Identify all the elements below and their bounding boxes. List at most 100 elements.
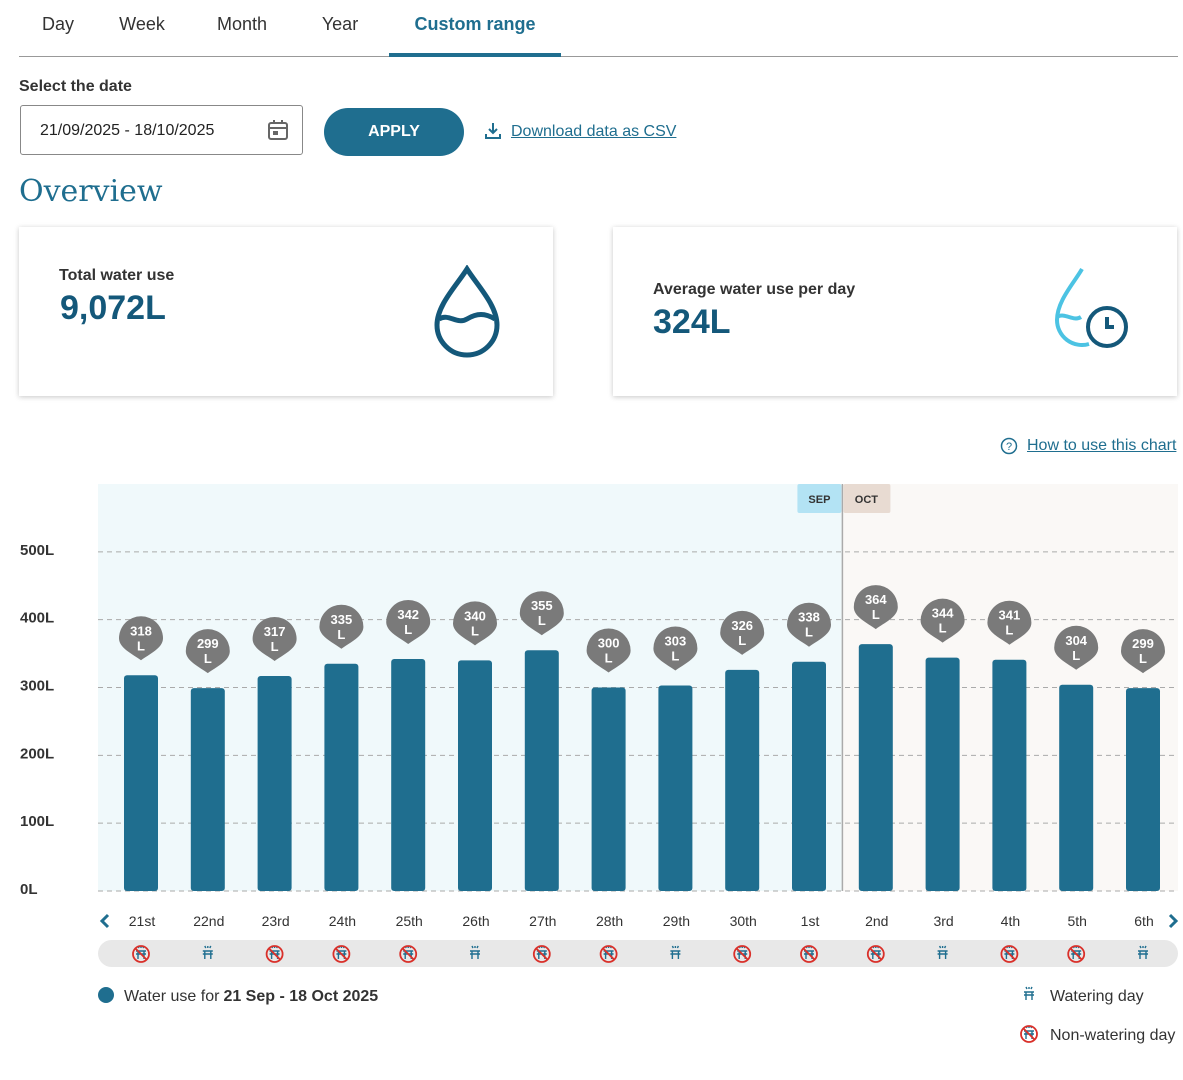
download-link[interactable]: Download data as CSV [511,123,677,140]
bar [591,687,626,891]
x-tick-label: 23rd [262,913,290,929]
bar [992,659,1027,891]
non-watering-icon [1067,945,1086,963]
apply-button[interactable]: APPLY [324,108,464,156]
value-pin [1121,629,1165,674]
non-watering-icon [1020,1025,1038,1043]
value-pin [519,591,564,636]
card-value: 9,072L [60,289,166,327]
card-label: Average water use per day [653,281,856,298]
tab-active[interactable]: Custom range [414,14,536,34]
tab[interactable]: Week [119,14,165,34]
bar [190,688,225,891]
drop-clock-icon [1054,267,1128,348]
value-pin [787,602,831,647]
prev-arrow[interactable] [99,913,110,929]
value-label: 335 L [331,612,353,642]
icon-ring [733,945,752,963]
tab-underline [389,53,561,57]
value-label: 342 L [397,607,419,637]
y-tick-label: 400L [20,610,54,627]
watering-icon [670,945,681,959]
bar [925,657,960,891]
tab[interactable]: Month [216,14,268,34]
value-label: 303 L [665,633,687,663]
value-label: 304 L [1065,633,1087,663]
bar [725,669,760,891]
next-arrow[interactable] [1168,913,1179,929]
icon-slash [601,947,616,961]
value-label: 344 L [932,606,954,636]
non-watering-icon [399,945,418,963]
watering-icon [937,945,948,959]
date-input[interactable]: 21/09/2025 - 18/10/2025 [20,105,303,155]
icon-ring [399,945,418,963]
value-label: 341 L [999,608,1021,638]
x-tick-label: 26th [462,913,489,929]
value-pin [720,610,765,655]
non-watering-icon [132,945,150,963]
y-tick-label: 0L [20,881,38,898]
value-label: 317 L [264,624,286,654]
icon-shape [202,945,213,959]
value-label: 338 L [798,610,820,640]
value-pin [853,585,898,630]
bar [1059,684,1094,891]
icon-slash [267,947,282,961]
card-value: 324L [653,303,731,341]
value-pin [252,616,297,661]
legend-prefix: Water use for [124,988,220,1005]
watering-icon [1138,945,1148,959]
x-tick-label: 25th [396,913,423,929]
value-label: 299 L [197,636,219,666]
help-icon: ? [1000,437,1018,455]
icon-ring [800,945,818,963]
icon-slash [134,947,148,961]
x-tick-label: 1st [801,913,820,929]
value-pin [453,601,497,646]
watering-icon [470,945,480,959]
card: Total water use 9,072L [19,227,553,396]
tab[interactable]: Day [41,14,75,34]
month-label: SEP [808,494,830,506]
y-tick-label: 300L [20,678,54,695]
x-tick-label: 2nd [865,913,888,929]
x-tick-label: 3rd [933,913,953,929]
bar [458,660,492,891]
icon-shape [1024,986,1034,1000]
y-tick-label: 500L [20,542,54,559]
value-label: 340 L [464,608,486,638]
bar [792,661,826,891]
icon-slash [869,947,883,961]
tab-rule [19,56,1178,57]
tab[interactable]: Year [321,14,359,34]
overview-title: Overview [19,174,163,209]
x-tick-label: 5th [1067,913,1086,929]
legend-non-watering: Non-watering day [1050,1027,1175,1044]
bar [257,675,292,891]
icon-ring [132,945,150,963]
x-tick-label: 4th [1001,913,1020,929]
month-badge [843,484,891,513]
value-label: 300 L [598,636,620,666]
bar [324,663,359,891]
legend-range: 21 Sep - 18 Oct 2025 [223,988,378,1005]
date-value: 21/09/2025 - 18/10/2025 [40,122,215,139]
download-icon [485,123,501,139]
value-label: 326 L [731,618,753,648]
icon-ring [1020,1025,1038,1043]
non-watering-icon [800,945,818,963]
value-label: 355 L [531,598,553,628]
value-pin [319,604,364,649]
icon-shape [937,945,948,959]
card-label: Total water use [59,267,175,284]
help-link[interactable]: How to use this chart [1027,437,1177,454]
non-watering-icon [733,945,752,963]
bar [391,659,426,891]
y-tick-label: 100L [20,813,54,830]
value-pin [185,629,230,674]
non-watering-icon [866,945,885,963]
non-watering-icon [1000,945,1019,963]
drop-icon [434,265,500,358]
value-pin [119,616,163,661]
